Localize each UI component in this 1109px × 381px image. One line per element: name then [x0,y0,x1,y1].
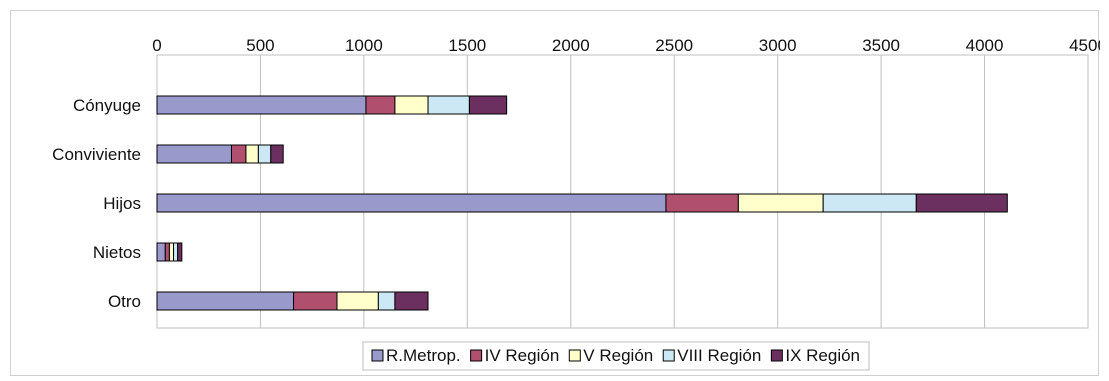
bar-hijos-v-region [737,193,824,213]
bar-nietos-v-region [168,242,175,262]
x-tick-label: 2500 [655,36,693,55]
x-tick-label: 3000 [759,36,797,55]
bar-hijos-r-metrop [156,193,667,213]
x-tick-label: 500 [246,36,274,55]
legend-label-ix-region: IX Región [785,346,860,365]
legend: R.Metrop. IV Región V Región VIII Región IX … [362,341,870,371]
legend-swatch-iv-region [470,349,483,362]
bar-conyuge-ix-region [468,95,508,115]
grid-layer [156,54,1089,329]
category-label: Otro [108,292,141,311]
legend-swatch-r-metrop [371,349,384,362]
category-label: Nietos [93,243,141,262]
bar-conviviente-v-region [245,144,259,164]
bar-conyuge-viii-region [427,95,470,115]
x-tick-label: 4000 [966,36,1004,55]
bar-hijos-iv-region [665,193,739,213]
x-tick-label: 1000 [345,36,383,55]
bar-hijos-viii-region [822,193,917,213]
bar-otro-r-metrop [156,291,295,311]
category-label: Hijos [103,194,141,213]
legend-label-iv-region: IV Región [485,346,560,365]
bar-otro-v-region [336,291,379,311]
bar-conviviente-ix-region [270,144,284,164]
bar-nietos-r-metrop [156,242,166,262]
legend-label-v-region: V Región [583,346,653,365]
bar-conviviente-viii-region [257,144,272,164]
bar-conyuge-r-metrop [156,95,367,115]
legend-swatch-viii-region [662,349,675,362]
bar-otro-iv-region [293,291,338,311]
category-label: Conviviente [52,145,141,164]
x-tick-label: 4500 [1069,36,1100,55]
bar-hijos-ix-region [915,193,1008,213]
bar-nietos-iv-region [164,242,170,262]
x-tick-label: 1500 [448,36,486,55]
bar-otro-ix-region [394,291,429,311]
legend-swatch-ix-region [770,349,783,362]
category-label: Cónyuge [73,96,141,115]
x-tick-label: 2000 [552,36,590,55]
bar-nietos-viii-region [173,242,179,262]
category-labels: Cónyuge Conviviente Hijos Nietos Otro [52,96,141,311]
bar-nietos-ix-region [177,242,183,262]
bar-conviviente-iv-region [230,144,247,164]
bar-conyuge-v-region [394,95,429,115]
x-tick-label: 3500 [862,36,900,55]
bar-otro-viii-region [377,291,396,311]
chart-frame: 0 500 1000 1500 2000 2500 3000 3500 4000 4500 Cón… [10,10,1100,376]
legend-swatch-v-region [568,349,581,362]
bar-layer [156,95,1008,311]
bar-conviviente-r-metrop [156,144,232,164]
legend-items: R.Metrop. IV Región V Región VIII Región IX … [371,346,860,365]
x-tick-label: 0 [152,36,161,55]
plot-area [156,54,1089,329]
legend-label-viii-region: VIII Región [677,346,761,365]
legend-box [362,341,870,371]
x-tick-labels: 0 500 1000 1500 2000 2500 3000 3500 4000 4500 [152,36,1100,55]
stacked-bar-chart: 0 500 1000 1500 2000 2500 3000 3500 4000 4500 Cón… [52,36,1100,371]
legend-label-r-metrop: R.Metrop. [386,346,461,365]
bar-conyuge-iv-region [365,95,396,115]
